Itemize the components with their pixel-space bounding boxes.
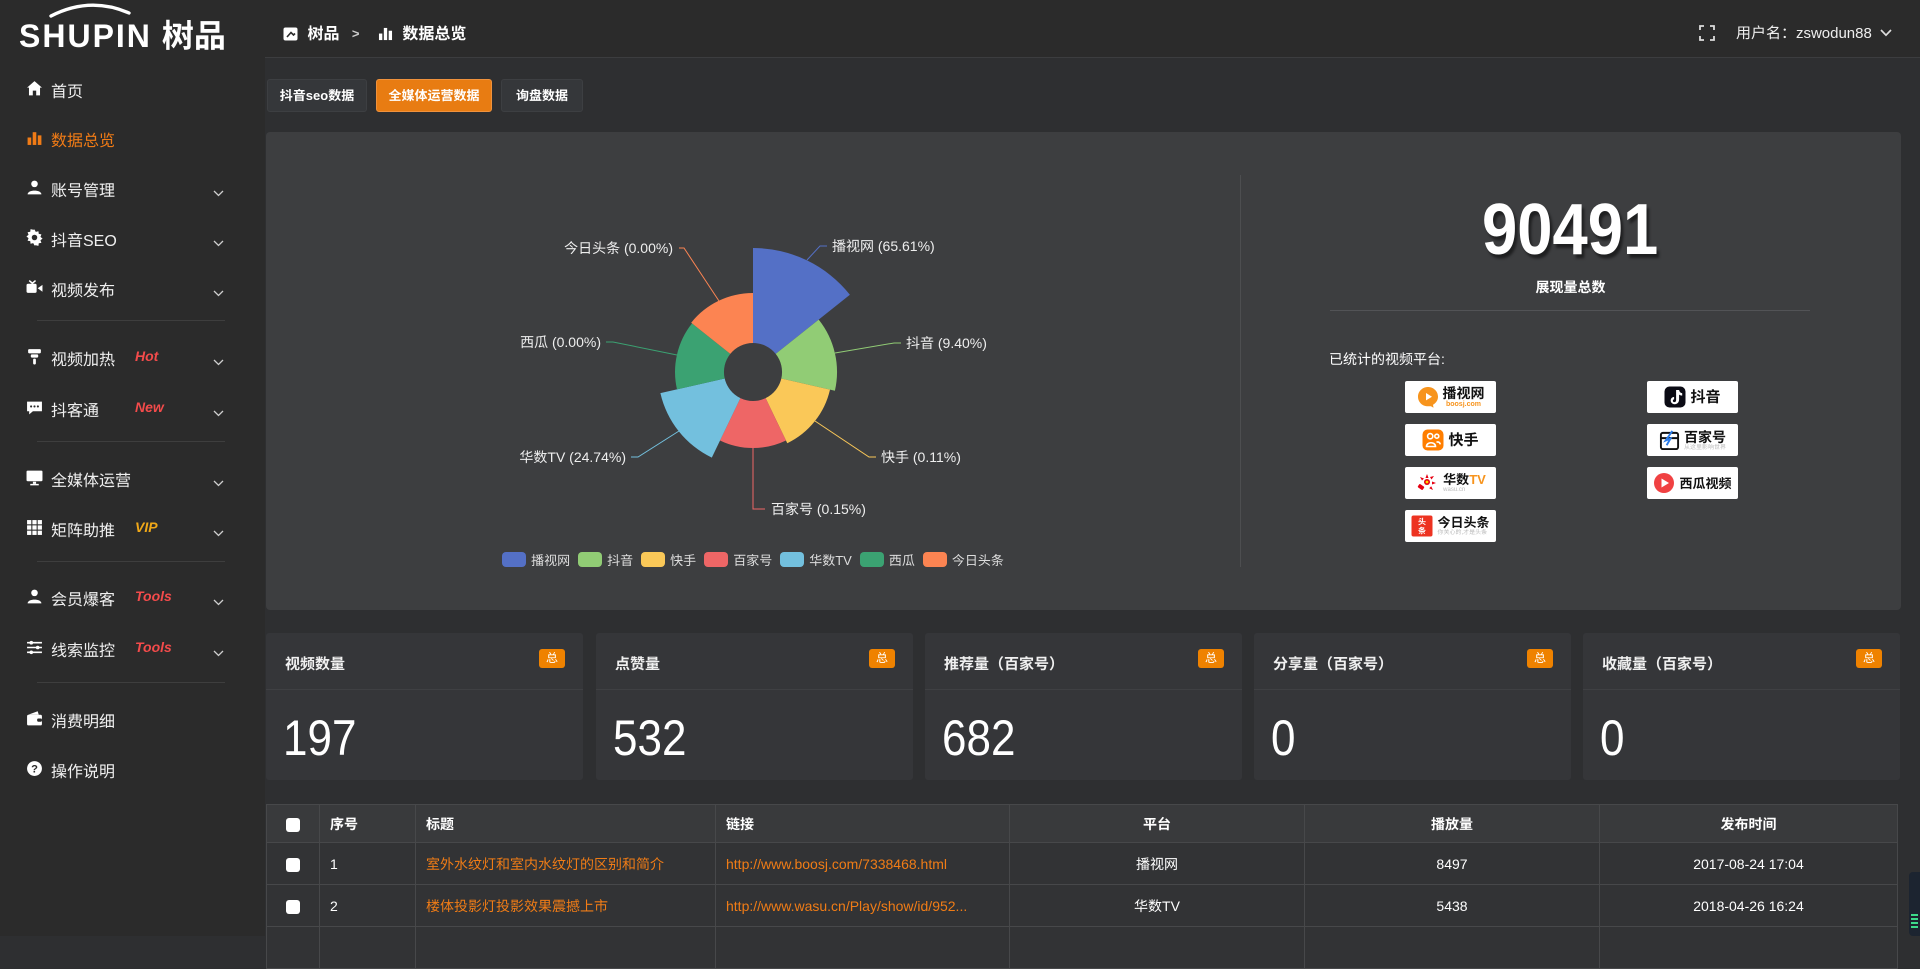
svg-text:抖音 (9.40%): 抖音 (9.40%) [906, 335, 987, 351]
svg-text:今日头条 (0.00%): 今日头条 (0.00%) [564, 240, 673, 256]
svg-text:华数TV (24.74%): 华数TV (24.74%) [519, 449, 626, 465]
svg-text:?: ? [31, 763, 38, 775]
svg-text:西瓜 (0.00%): 西瓜 (0.00%) [520, 334, 601, 350]
svg-text:播视网 (65.61%): 播视网 (65.61%) [832, 238, 935, 254]
svg-text:条: 条 [1418, 527, 1426, 536]
svg-text:百家号 (0.15%): 百家号 (0.15%) [771, 501, 866, 517]
svg-text:头: 头 [1418, 518, 1426, 527]
svg-text:快手 (0.11%): 快手 (0.11%) [881, 449, 961, 465]
